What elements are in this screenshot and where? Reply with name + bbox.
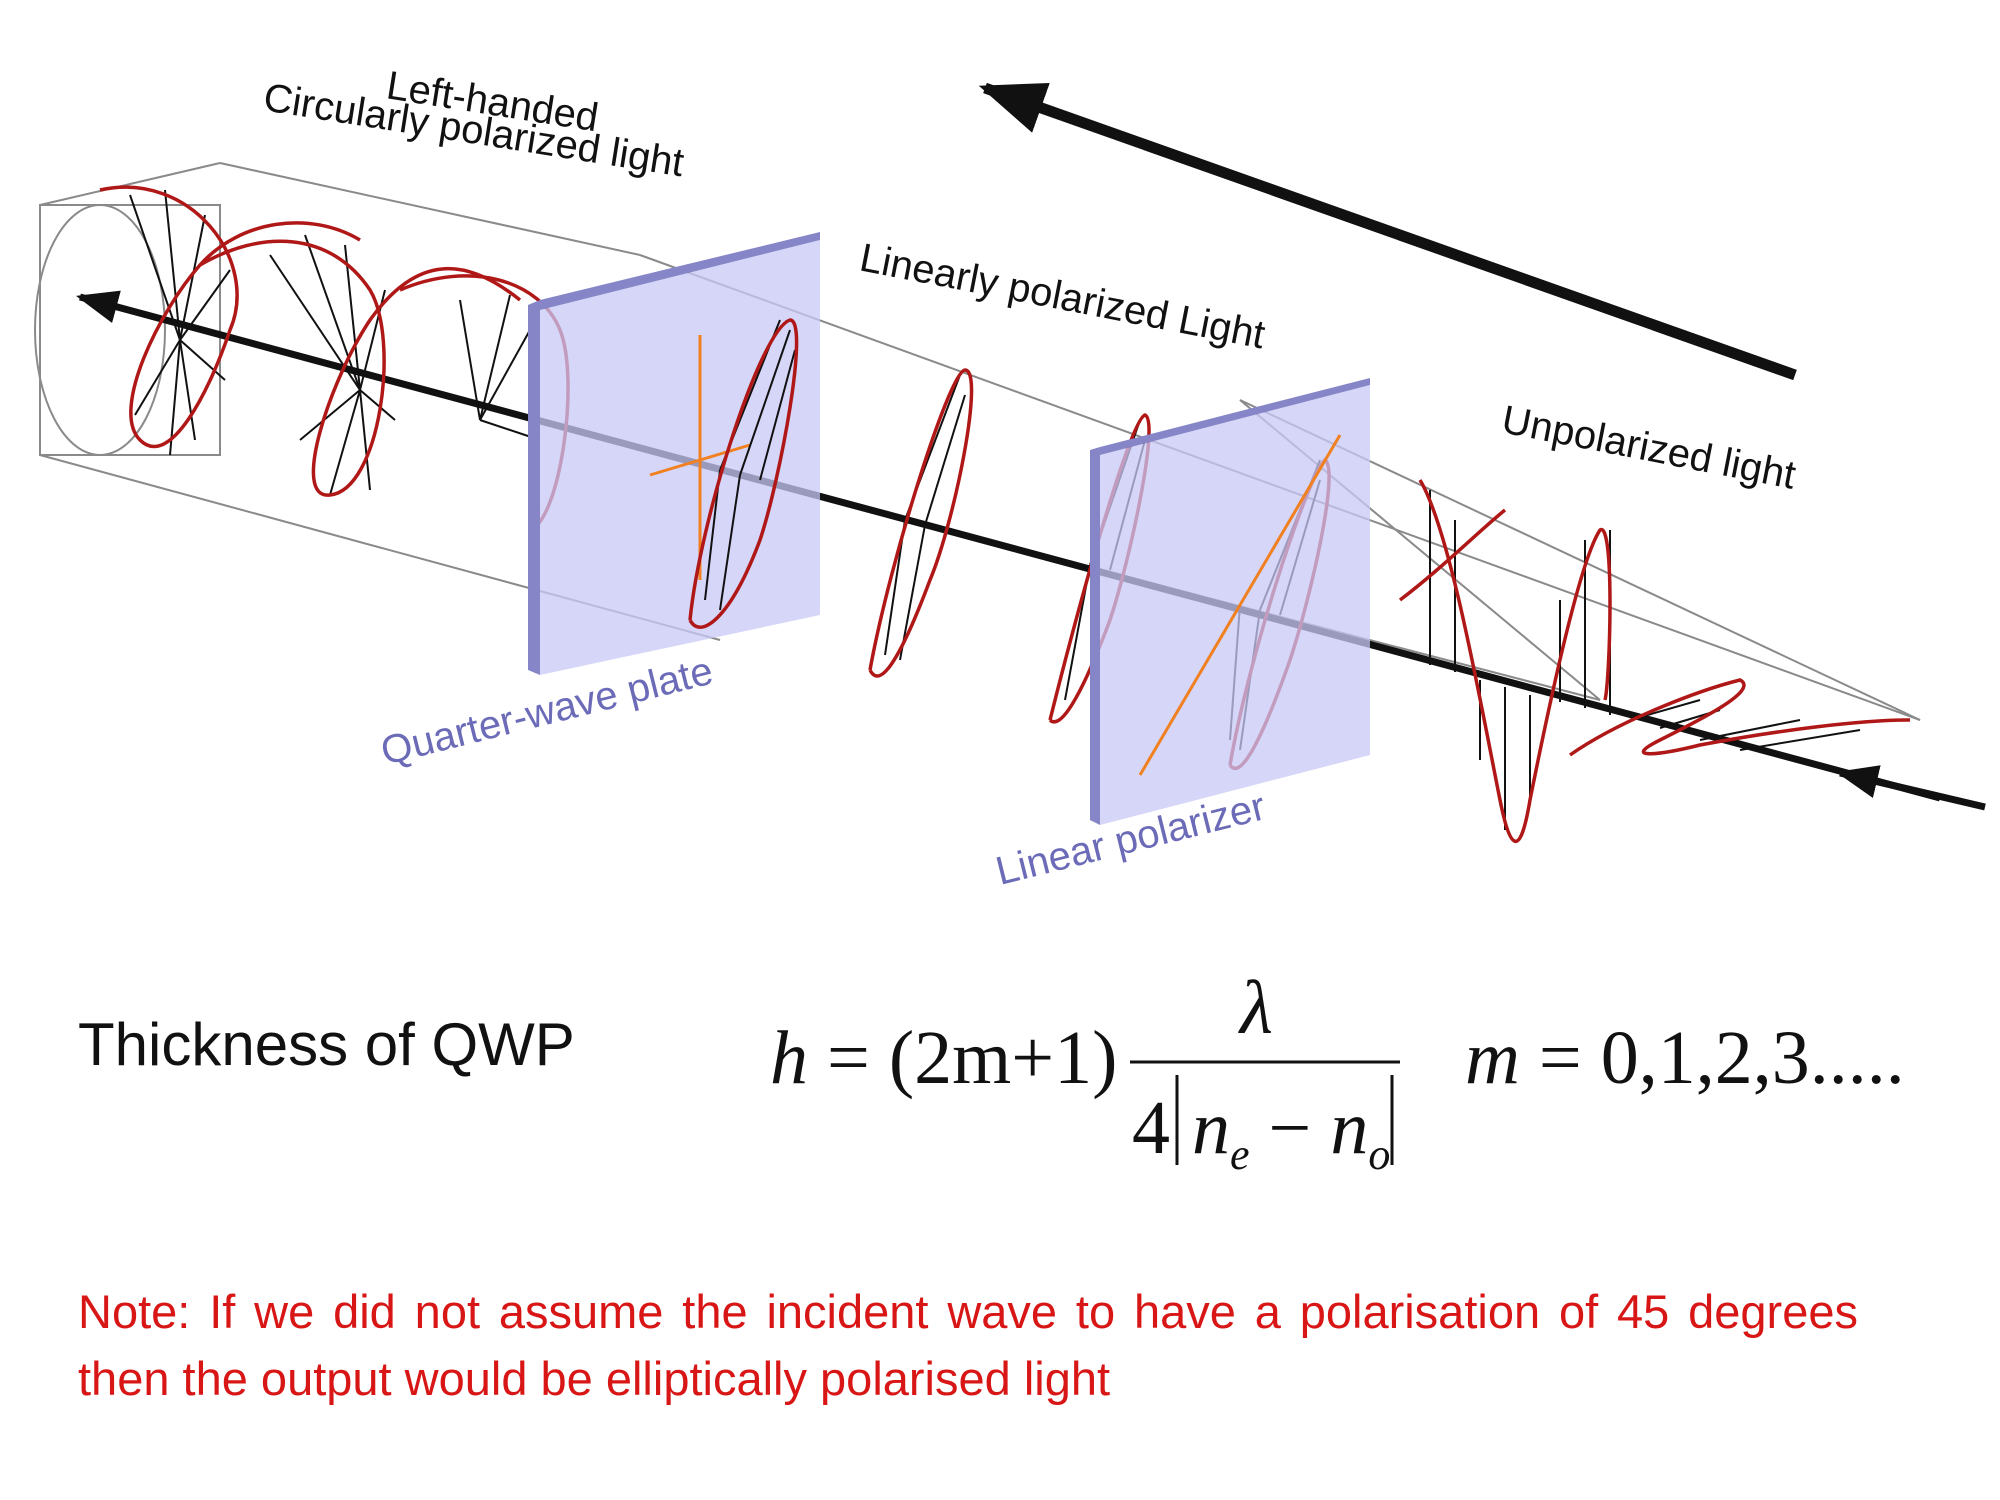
formula-denominator-coef: 4 (1132, 1086, 1170, 1170)
formula-numerator: λ (1240, 966, 1273, 1050)
thickness-label: Thickness of QWP (78, 1011, 575, 1078)
formula-no: n (1330, 1086, 1369, 1170)
qwp-axes (649, 335, 751, 580)
incident-arrow (1835, 765, 1986, 811)
formula-m-values: 0,1,2,3..... (1600, 1016, 1905, 1100)
circle-projection (34, 204, 166, 456)
formula-lhs: h (770, 1016, 808, 1100)
formula-eq: = (827, 1016, 870, 1100)
label-unpolarized: Unpolarized light (1498, 398, 1799, 498)
formula-ne-sub: e (1230, 1130, 1250, 1180)
linear-polarizer (1090, 378, 1370, 825)
note-text: Note: If we did not assume the incident … (78, 1285, 1858, 1405)
circular-hatch (129, 189, 541, 496)
formula-ne: n (1192, 1086, 1230, 1170)
polarizer-axis (1138, 434, 1342, 776)
propagation-axis (75, 290, 1941, 802)
direction-arrow (978, 82, 1797, 381)
unpolarized-wave (1398, 479, 1911, 843)
formula-no-sub: o (1368, 1130, 1391, 1180)
formula-m-label: m (1465, 1016, 1520, 1100)
formula-factor: (2m+1) (888, 1016, 1118, 1100)
quarter-wave-plate (528, 232, 820, 675)
formula-m-eq: = (1538, 1016, 1582, 1100)
label-linearly-polarized: Linearly polarized Light (856, 236, 1268, 358)
formula-minus: − (1268, 1086, 1312, 1170)
